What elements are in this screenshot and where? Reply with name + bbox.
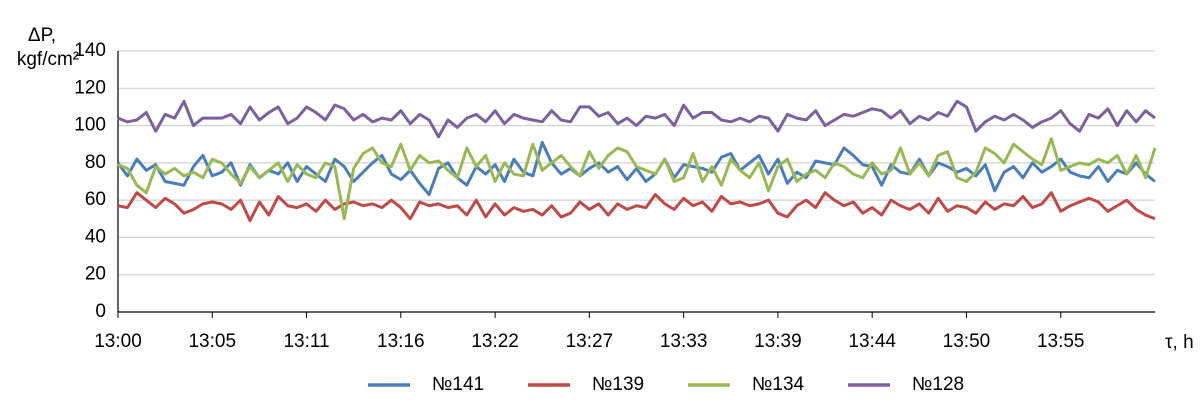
y-tick-label: 120 <box>74 77 106 98</box>
x-tick-label: 13:33 <box>660 331 708 352</box>
y-tick-label: 60 <box>85 189 106 210</box>
y-tick-label: 140 <box>74 40 106 61</box>
x-tick-label: 13:05 <box>188 331 236 352</box>
y-tick-label: 80 <box>85 152 106 173</box>
y-tick-label: 0 <box>95 301 106 322</box>
x-tick-label: 13:50 <box>943 331 991 352</box>
series-line <box>117 137 1157 221</box>
series-line <box>117 191 1156 223</box>
legend-label: №141 <box>432 374 484 395</box>
x-tick-label: 13:16 <box>377 331 425 352</box>
x-axis-label: τ, h <box>1165 332 1194 353</box>
y-tick-label: 100 <box>74 115 106 136</box>
legend-label: №128 <box>912 374 964 395</box>
x-tick-label: 13:55 <box>1037 331 1085 352</box>
x-tick-label: 13:22 <box>471 331 519 352</box>
y-tick-label: 20 <box>85 264 106 285</box>
legend-label: №134 <box>752 374 805 395</box>
y-axis-unit: kgf/cm² <box>17 49 79 70</box>
x-tick-label: 13:27 <box>566 331 614 352</box>
x-tick-label: 13:11 <box>283 331 329 352</box>
x-tick-label: 13:44 <box>848 331 896 352</box>
legend-label: №139 <box>592 374 644 395</box>
x-tick-label: 13:00 <box>94 331 142 352</box>
series-line <box>116 140 1156 197</box>
y-axis-label: ΔP, <box>28 25 56 46</box>
x-tick-label: 13:39 <box>754 331 802 352</box>
series-line <box>117 99 1156 139</box>
y-tick-label: 40 <box>85 226 106 247</box>
